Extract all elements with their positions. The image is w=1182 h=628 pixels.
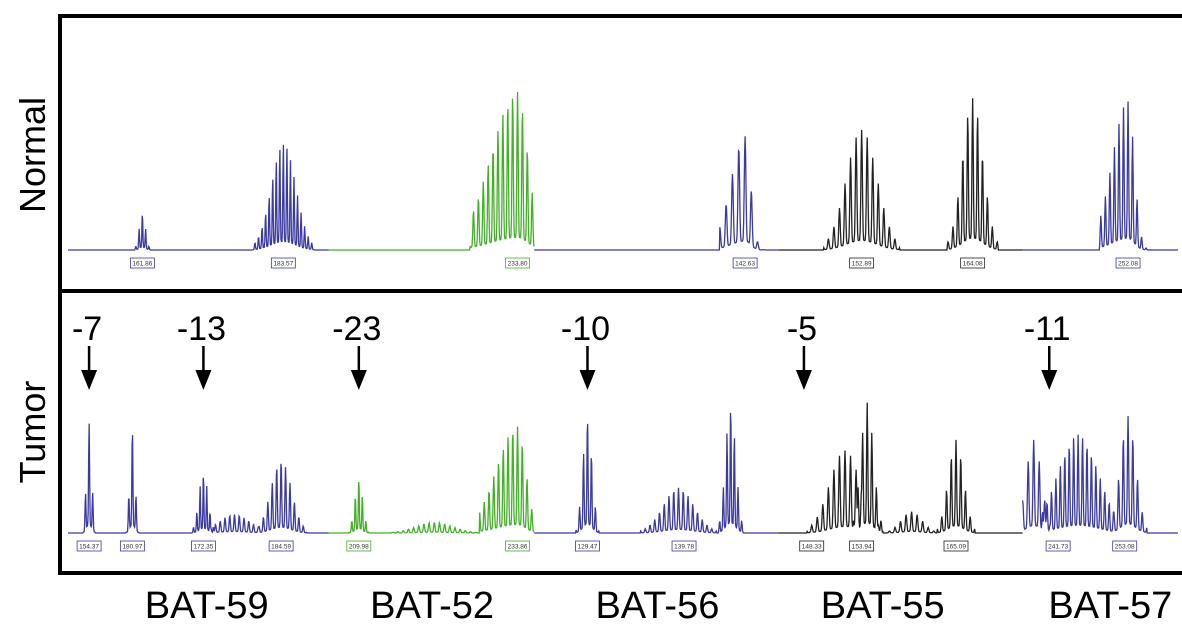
locus-label-layer: BAT-59 BAT-52 BAT-56 BAT-55 BAT-57 <box>145 585 1172 627</box>
normal-size-box <box>505 257 530 269</box>
tumor-size-box <box>505 540 530 552</box>
locus-label: BAT-52 <box>370 585 494 627</box>
tumor-size-label: 172.35 <box>193 544 213 551</box>
normal-size-box <box>849 257 875 269</box>
tumor-size-box <box>943 540 969 552</box>
tumor-size-box <box>1045 540 1071 552</box>
tumor-trace-5 <box>1021 415 1178 534</box>
tumor-size-label: 154.37 <box>79 544 99 551</box>
tumor-size-label: 129.47 <box>578 544 598 551</box>
tumor-size-label: 148.33 <box>802 544 822 551</box>
tumor-size-label: 153.94 <box>852 544 872 551</box>
tumor-size-box <box>575 540 600 552</box>
tumor-trace-1 <box>68 423 329 534</box>
locus-label: BAT-55 <box>821 585 945 627</box>
tumor-size-box <box>849 540 875 552</box>
normal-size-label: 164.08 <box>963 261 983 268</box>
normal-row-label: Normal <box>12 97 53 213</box>
normal-size-label: 142.63 <box>735 261 755 268</box>
tumor-size-box <box>268 540 294 552</box>
normal-trace-1 <box>68 144 329 251</box>
shift-arrow-head <box>579 370 596 390</box>
normal-size-box <box>129 257 155 269</box>
tumor-size-label: 184.59 <box>271 544 291 551</box>
tumor-size-label: 139.78 <box>674 544 694 551</box>
locus-label: BAT-59 <box>145 585 269 627</box>
shift-arrow-head <box>350 370 367 390</box>
normal-trace-3 <box>534 136 779 251</box>
normal-size-box <box>960 257 986 269</box>
locus-label: BAT-56 <box>595 585 719 627</box>
tumor-size-box <box>1112 540 1138 552</box>
tumor-size-label: 253.08 <box>1115 544 1135 551</box>
shift-arrow-head <box>81 370 98 390</box>
tumor-size-label: 241.73 <box>1048 544 1068 551</box>
tumor-trace-3 <box>534 412 779 534</box>
tumor-size-box <box>671 540 697 552</box>
normal-size-label: 152.89 <box>852 261 872 268</box>
locus-label: BAT-57 <box>1048 585 1172 627</box>
shift-arrow-head <box>195 370 212 390</box>
tumor-size-box <box>346 540 372 552</box>
trace-layer <box>68 91 1178 534</box>
normal-trace-2 <box>328 91 535 251</box>
tumor-size-box <box>191 540 216 552</box>
tumor-size-label: 180.97 <box>122 544 142 551</box>
tumor-panel-frame <box>58 289 1182 575</box>
normal-size-box <box>1115 257 1141 269</box>
tumor-size-label: 233.86 <box>508 544 528 551</box>
shift-arrow-head <box>795 370 812 390</box>
shift-value-label: -7 <box>72 310 102 348</box>
tumor-size-box <box>76 540 102 552</box>
tumor-trace-2 <box>328 426 535 534</box>
shift-arrow-head <box>1041 370 1058 390</box>
normal-size-box <box>270 257 296 269</box>
normal-size-label: 183.57 <box>273 261 293 268</box>
tumor-size-label: 209.98 <box>349 544 369 551</box>
tumor-size-box <box>799 540 825 552</box>
annotation-layer: 161.86 183.57 233.80 142.63 152.89 164.08 252.… <box>72 257 1141 552</box>
normal-size-label: 233.80 <box>508 261 528 268</box>
normal-size-box <box>732 257 758 269</box>
shift-value-label: -11 <box>1024 310 1071 348</box>
normal-trace-5 <box>1022 101 1178 251</box>
normal-size-label: 252.08 <box>1118 261 1138 268</box>
shift-value-label: -5 <box>787 310 817 348</box>
normal-size-label: 161.86 <box>132 261 152 268</box>
shift-value-label: -13 <box>177 310 226 348</box>
tumor-row-label: Tumor <box>12 381 53 484</box>
shift-value-label: -23 <box>332 310 381 348</box>
tumor-size-label: 165.09 <box>946 544 966 551</box>
tumor-trace-4 <box>778 402 1023 534</box>
shift-value-label: -10 <box>561 310 610 348</box>
normal-trace-4 <box>778 98 1023 251</box>
tumor-size-box <box>119 540 145 552</box>
